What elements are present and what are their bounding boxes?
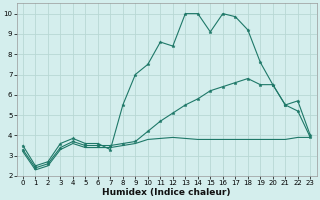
X-axis label: Humidex (Indice chaleur): Humidex (Indice chaleur) [102, 188, 231, 197]
